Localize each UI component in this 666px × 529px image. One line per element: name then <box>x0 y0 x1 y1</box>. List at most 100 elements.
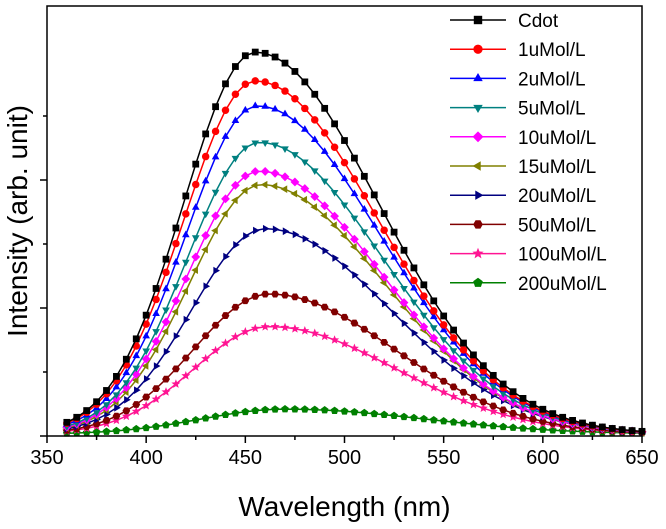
point-0-56 <box>618 426 626 434</box>
point-9-9 <box>152 422 160 430</box>
point-2-25 <box>310 135 319 143</box>
point-1-36 <box>420 292 428 300</box>
point-6-33 <box>391 309 399 318</box>
point-1-26 <box>320 129 329 137</box>
point-1-12 <box>182 210 190 218</box>
point-0-19 <box>251 48 259 56</box>
legend-label-3: 5uMol/L <box>518 99 586 120</box>
point-7-10 <box>162 375 170 383</box>
point-8-12 <box>181 370 191 380</box>
point-3-10 <box>162 307 170 315</box>
point-2-37 <box>429 312 438 320</box>
point-8-9 <box>151 394 161 404</box>
point-9-40 <box>459 419 468 427</box>
point-4-43 <box>488 386 498 396</box>
point-8-7 <box>131 406 141 416</box>
point-2-13 <box>191 203 200 210</box>
point-1-29 <box>350 175 359 183</box>
point-8-15 <box>211 345 221 355</box>
point-3-29 <box>350 215 359 223</box>
point-8-44 <box>498 409 508 419</box>
x-axis-label: Wavelength (nm) <box>238 491 450 522</box>
point-5-24 <box>300 195 308 204</box>
point-4-30 <box>359 247 369 256</box>
point-3-23 <box>291 152 299 159</box>
point-7-39 <box>449 383 458 391</box>
point-6-10 <box>163 347 171 356</box>
point-2-18 <box>241 105 250 113</box>
point-0-43 <box>489 371 497 379</box>
point-6-5 <box>114 403 121 412</box>
point-4-17 <box>231 180 240 190</box>
point-4-11 <box>171 296 181 306</box>
point-9-37 <box>429 415 438 424</box>
point-0-31 <box>370 191 378 199</box>
point-9-47 <box>529 424 537 433</box>
point-1-9 <box>152 295 160 304</box>
point-6-41 <box>471 379 478 387</box>
point-8-32 <box>379 358 389 367</box>
point-4-19 <box>250 167 260 176</box>
point-1-37 <box>430 307 438 315</box>
series-4 <box>62 166 647 437</box>
point-5-25 <box>310 203 317 211</box>
point-2-7 <box>132 351 141 359</box>
point-2-9 <box>152 309 160 316</box>
point-9-19 <box>251 406 260 414</box>
point-8-22 <box>280 322 290 332</box>
point-0-30 <box>360 172 368 180</box>
point-2-30 <box>360 205 369 212</box>
point-9-8 <box>142 423 151 432</box>
point-7-16 <box>221 312 230 319</box>
point-0-22 <box>281 59 289 67</box>
point-2-36 <box>420 298 428 306</box>
point-9-35 <box>410 413 418 422</box>
point-9-33 <box>390 411 398 420</box>
point-2-34 <box>400 268 408 276</box>
point-3-22 <box>281 146 289 154</box>
point-3-33 <box>390 271 398 279</box>
point-7-33 <box>390 345 398 353</box>
point-0-24 <box>301 78 309 86</box>
legend-item-3: 5uMol/L <box>450 99 586 120</box>
point-3-37 <box>429 325 438 332</box>
point-7-36 <box>419 365 428 373</box>
point-2-26 <box>320 147 329 154</box>
point-7-47 <box>529 415 537 423</box>
point-1-11 <box>172 239 180 248</box>
point-5-14 <box>201 245 208 254</box>
point-0-34 <box>400 246 408 254</box>
point-6-25 <box>312 240 320 249</box>
point-8-16 <box>220 338 231 348</box>
point-3-40 <box>459 358 468 366</box>
point-7-22 <box>281 291 289 299</box>
point-4-27 <box>330 211 339 221</box>
point-5-27 <box>330 221 337 230</box>
point-9-36 <box>419 414 428 423</box>
point-7-37 <box>429 371 438 379</box>
point-4-20 <box>260 166 270 176</box>
point-3-11 <box>172 284 180 291</box>
point-0-25 <box>311 90 319 98</box>
point-3-14 <box>201 211 210 219</box>
point-6-40 <box>461 371 468 380</box>
point-3-7 <box>132 365 141 373</box>
legend-label-0: Cdot <box>518 11 559 32</box>
point-9-20 <box>261 405 270 414</box>
legend-label-4: 10uMol/L <box>518 128 596 149</box>
point-1-16 <box>221 106 230 114</box>
point-4-25 <box>310 192 320 202</box>
point-6-27 <box>332 254 339 262</box>
point-5-8 <box>141 362 149 370</box>
point-7-8 <box>142 393 151 401</box>
point-6-7 <box>134 386 141 395</box>
point-8-39 <box>449 391 459 401</box>
point-6-24 <box>302 234 310 243</box>
point-9-14 <box>201 414 210 422</box>
point-4-34 <box>399 298 409 308</box>
legend-marker-2 <box>473 72 483 82</box>
point-1-18 <box>241 80 250 88</box>
point-7-42 <box>479 398 488 406</box>
x-tick-label-0: 350 <box>30 447 63 469</box>
point-8-27 <box>330 335 340 344</box>
